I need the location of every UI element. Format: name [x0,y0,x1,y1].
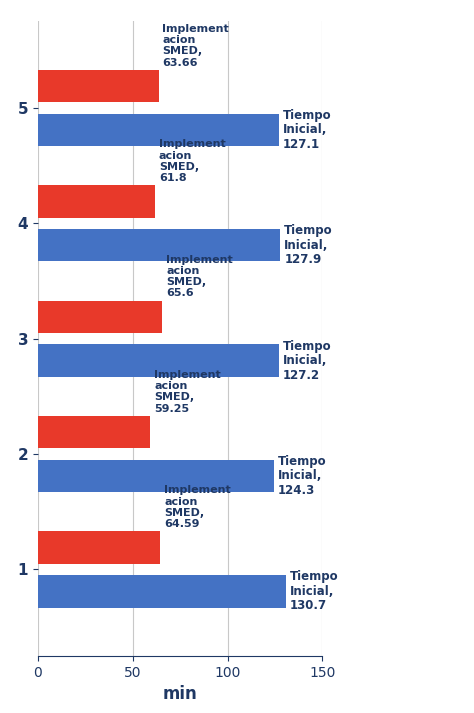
Text: Implement
acion
SMED,
64.59: Implement acion SMED, 64.59 [164,486,231,529]
Text: Implement
acion
SMED,
61.8: Implement acion SMED, 61.8 [159,139,226,183]
Bar [38,416,150,448]
Text: Implement
acion
SMED,
59.25: Implement acion SMED, 59.25 [154,370,221,414]
Bar [38,301,162,333]
Bar [38,460,273,492]
X-axis label: min: min [163,685,198,703]
Bar [38,344,279,376]
Bar [38,531,160,564]
Bar [38,185,155,217]
Text: Tiempo
Inicial,
127.2: Tiempo Inicial, 127.2 [283,339,331,381]
Bar [38,70,159,102]
Text: Tiempo
Inicial,
124.3: Tiempo Inicial, 124.3 [277,455,326,497]
Bar [38,575,286,607]
Text: Tiempo
Inicial,
130.7: Tiempo Inicial, 130.7 [290,570,338,612]
Text: Implement
acion
SMED,
63.66: Implement acion SMED, 63.66 [163,24,229,68]
Text: Implement
acion
SMED,
65.6: Implement acion SMED, 65.6 [166,255,233,298]
Bar [38,229,281,262]
Bar [38,113,279,146]
Text: Tiempo
Inicial,
127.9: Tiempo Inicial, 127.9 [284,224,333,266]
Text: Tiempo
Inicial,
127.1: Tiempo Inicial, 127.1 [283,109,331,151]
